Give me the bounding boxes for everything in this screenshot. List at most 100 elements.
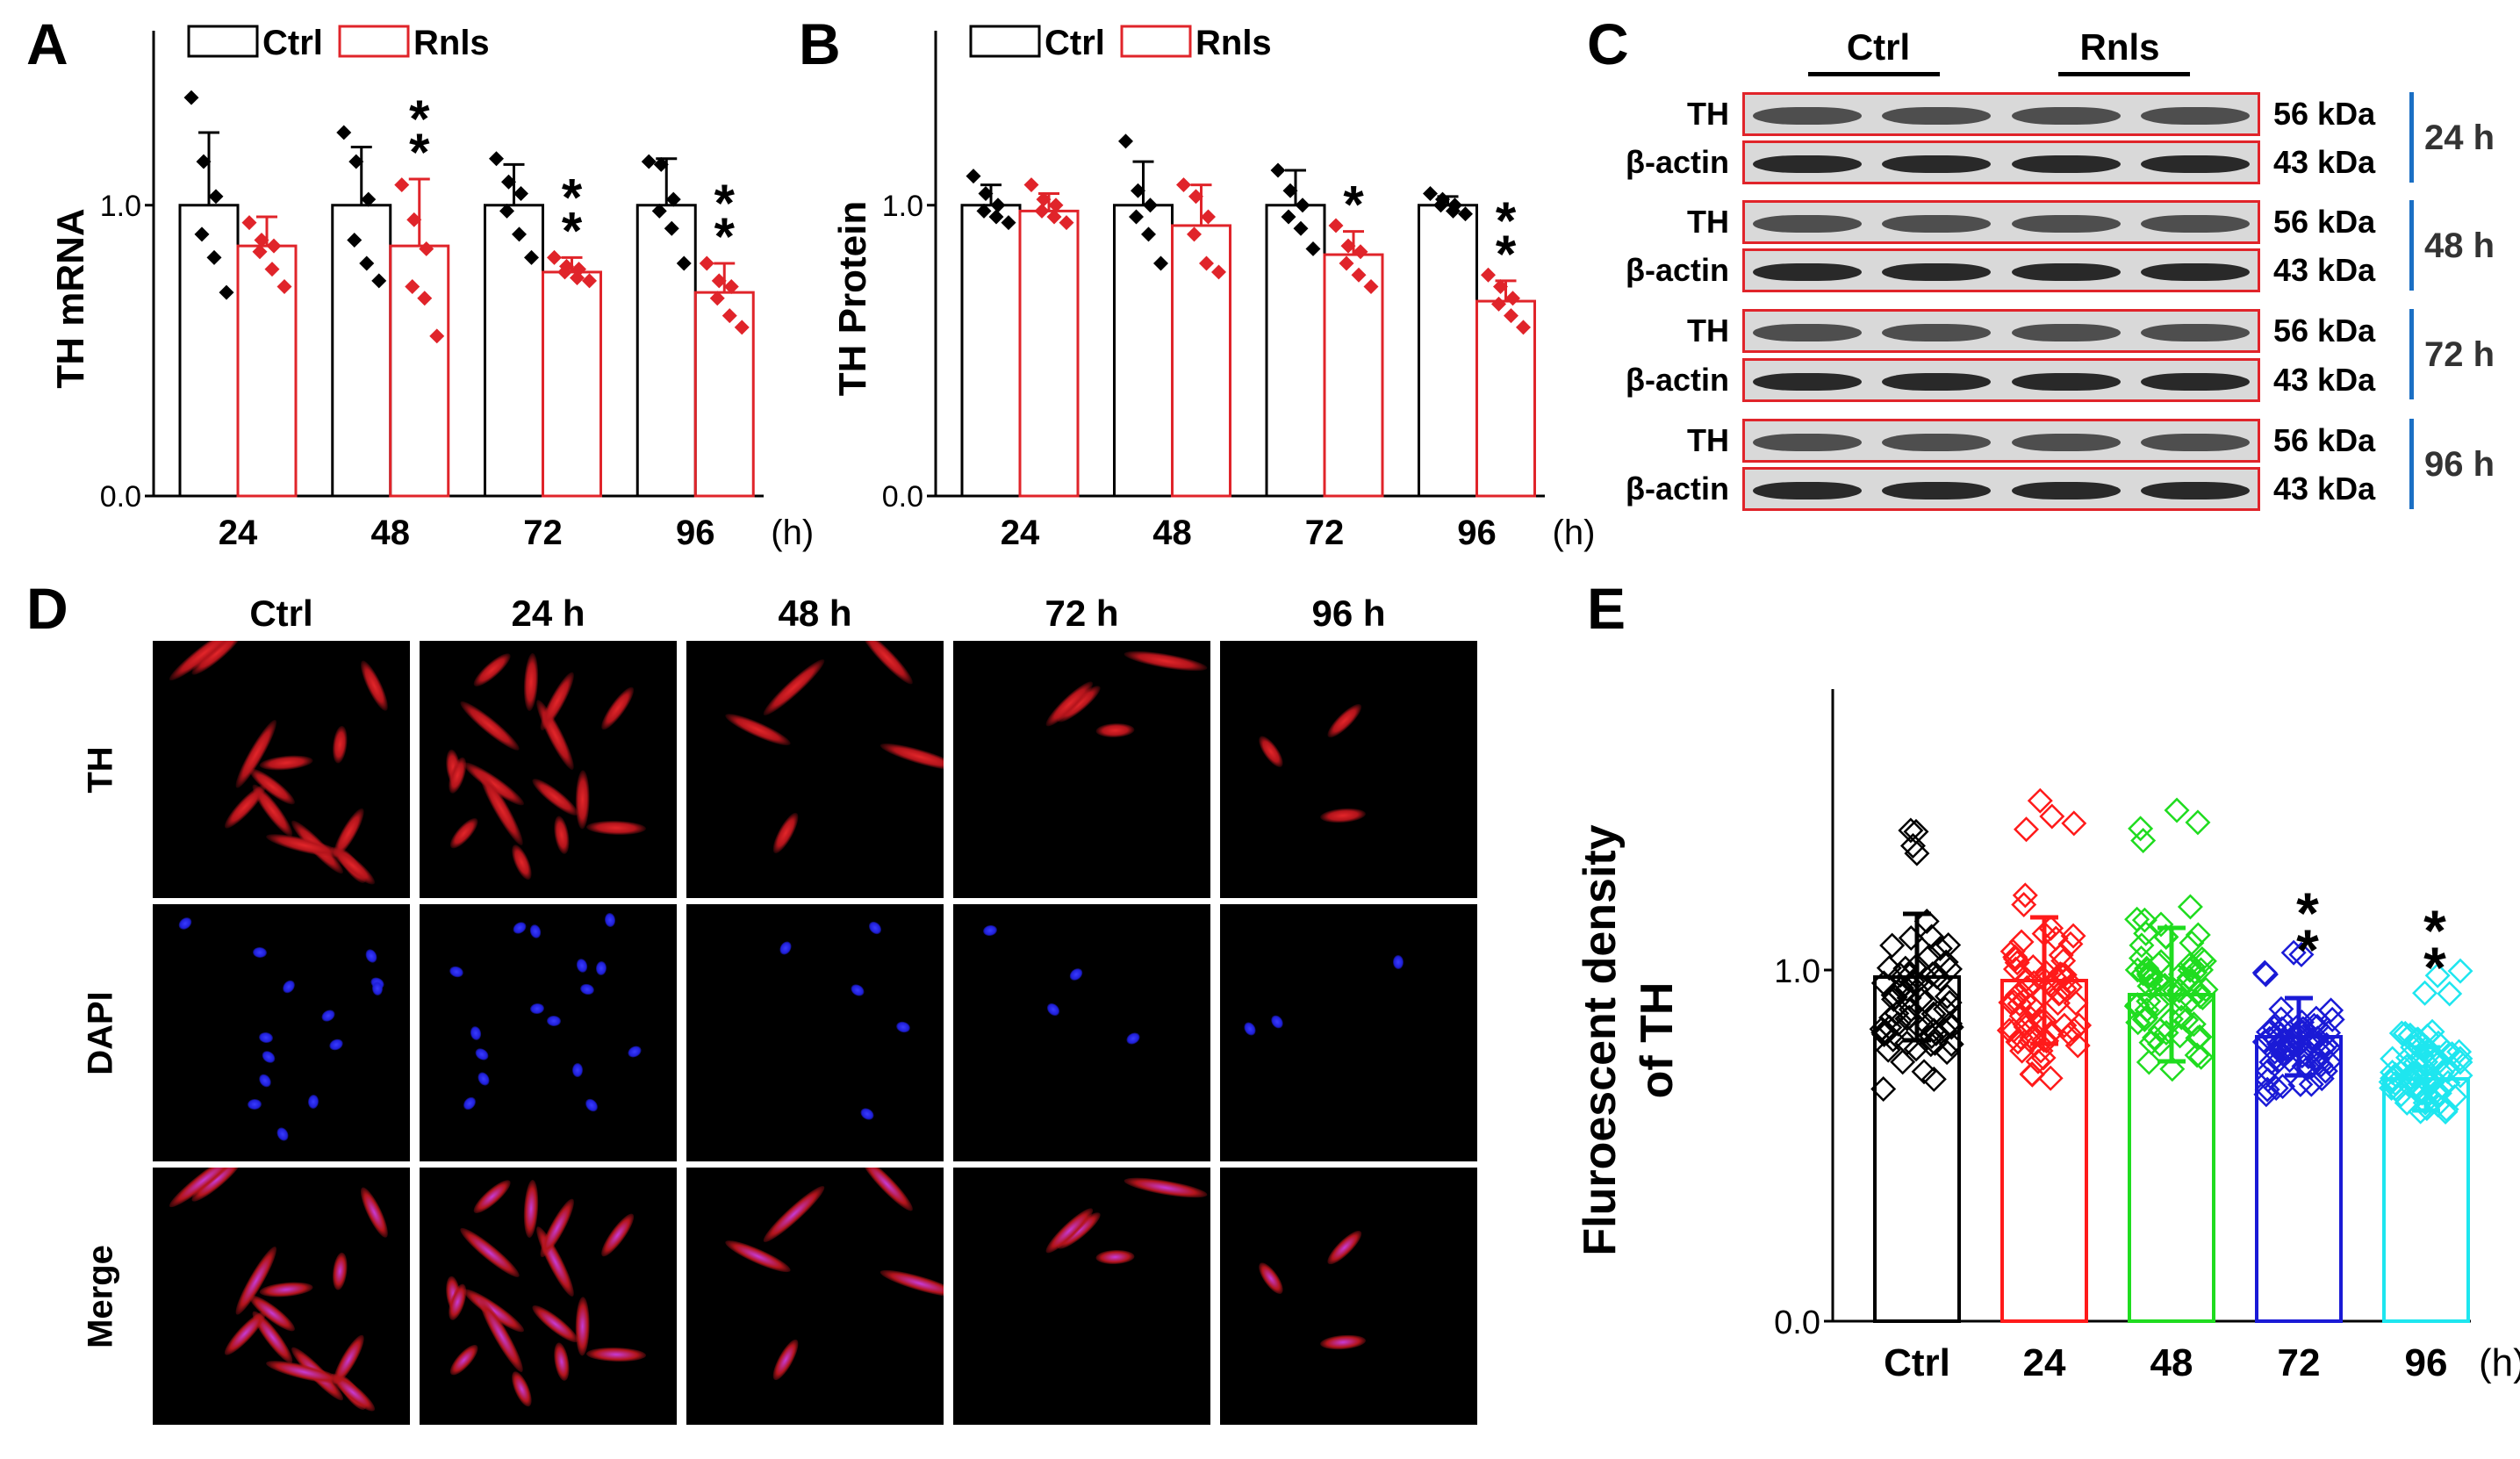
micro-image-tile [153,641,410,898]
panel-e-point [1870,970,1897,996]
blot-group-ctrl-bar [1808,72,1940,76]
cell [456,696,525,756]
panel-b-point [1504,308,1518,324]
nucleus [848,982,866,999]
panel-a-point [665,191,681,207]
panel-e-point [1879,932,1906,959]
panel-letter-e: E [1587,576,1626,641]
panel-e-point [2130,828,2157,854]
blot-band [1882,324,1992,341]
panel-e-point [2383,1075,2409,1102]
nucleus [1067,966,1085,983]
panel-a-point [570,270,585,286]
panel-e-point [1903,1036,1929,1062]
panel-e-point [2138,967,2165,993]
panel-e-point [2447,1062,2473,1089]
panel-e-point [2014,967,2040,993]
nucleus [247,1098,262,1110]
blot-strip [1742,140,2260,184]
micro-image-tile [686,641,944,898]
blot-band [2011,434,2121,451]
panel-a-point [266,238,282,254]
panel-letter-b: B [799,11,841,76]
cell [330,724,349,764]
micro-column-label: 48 h [778,593,852,634]
panel-e-point [1905,1012,1931,1039]
panel-a-point [489,151,504,167]
panel-e-point [2004,950,2030,976]
panel-e-point [2437,981,2463,1007]
panel-e-point [2034,959,2059,986]
panel-a-point [499,203,514,219]
panel-e-point [2008,1003,2035,1029]
blot-band [2011,324,2121,341]
panel-e-significance-star: * [2296,917,2319,982]
blot-time-label: 72 h [2424,335,2495,374]
panel-a-bar-ctrl-48 [331,204,392,498]
panel-a-point [722,308,737,324]
cell [1123,1174,1210,1203]
panel-b-bar-ctrl-24 [960,204,1022,498]
blot-band [1882,215,1992,233]
cell [857,1168,918,1216]
blot-time-bar [2409,92,2414,183]
panel-e-significance-star: * [2296,880,2319,945]
panel-e-category-label: 48 [2150,1341,2193,1384]
panel-a-point [582,273,597,289]
nucleus [307,1094,319,1109]
panel-a-significance-star: * [562,201,583,260]
panel-e-point [2185,922,2211,948]
panel-e-point [2189,945,2215,972]
panel-a-ytick-label: 0.0 [100,480,141,514]
blot-strip [1742,467,2260,511]
panel-e-point [1935,932,1962,959]
panel-e-point [2263,1074,2289,1101]
panel-e-point [1913,988,1939,1015]
panel-a-point [723,279,739,294]
nucleus [571,1063,583,1078]
blot-band [2011,215,2121,233]
panel-e-bar-96 [2382,1077,2470,1323]
panel-e-point [2173,1007,2200,1033]
panel-e-point [2043,925,2069,952]
cell [1319,806,1367,824]
panel-b-point [1491,296,1506,312]
panel-a-legend-ctrl-swatch [187,25,259,58]
panel-a-point [512,226,527,242]
panel-a-point [371,273,387,289]
cell [1254,1258,1288,1297]
micro-image-tile [953,641,1210,898]
panel-e-point [2051,1012,2078,1039]
panel-e-point [2251,959,2278,986]
blot-time-label: 48 h [2424,226,2495,265]
panel-e-point [2429,1060,2455,1086]
panel-a-point [264,262,280,277]
panel-a-point [547,249,562,265]
panel-e-point [2005,1029,2031,1055]
panel-e-point [2432,1098,2459,1125]
cell [574,1297,590,1357]
panel-b-bar-ctrl-96 [1418,204,1478,498]
panel-a-bar-ctrl-96 [635,204,697,498]
panel-e-point [2147,1031,2173,1057]
panel-a-unit-label: (h) [771,514,814,552]
cell [1123,647,1210,676]
panel-b-category-label: 48 [1152,514,1192,552]
micro-image-tile [686,904,944,1161]
panel-a-legend-rnls-label: Rnls [413,24,490,62]
blot-protein-label: TH [1687,313,1729,349]
nucleus [1393,954,1404,969]
panel-b-point [1351,267,1367,283]
panel-e-point [2184,1042,2210,1068]
blot-kda-label: 56 kDa [2273,313,2376,349]
panel-b-point [990,198,1006,213]
blot-band [1752,263,1862,281]
nucleus [252,946,268,959]
blot-band [1882,155,1992,173]
panel-b-point [1211,264,1226,280]
panel-e-point [1890,1049,1916,1075]
panel-e-point [2031,1008,2057,1034]
panel-e-point [2168,986,2194,1012]
panel-e-point [1921,1066,1947,1092]
